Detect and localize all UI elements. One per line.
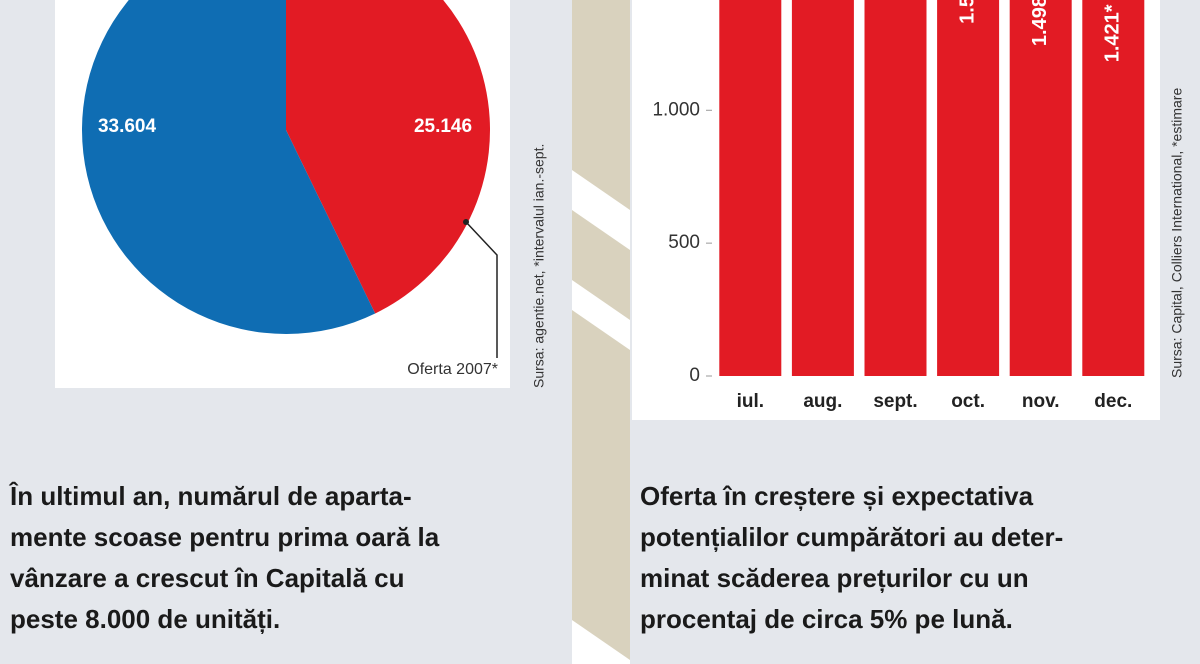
source-note: Sursa: agentie.net, *intervalul ian.-sep… [531, 144, 547, 388]
source-note: Sursa: Capital, Colliers International, … [1169, 88, 1185, 378]
x-tick-label: oct. [951, 391, 985, 412]
slice-label: 33.604 [98, 116, 157, 137]
bar [1082, 0, 1145, 377]
bar [937, 0, 1000, 377]
bar [864, 0, 927, 376]
slice-label: 25.146 [414, 116, 472, 137]
bar [1009, 0, 1072, 376]
annotation-dot [463, 219, 469, 225]
bar-value-label: 1.498 [1029, 0, 1051, 46]
caption-line: vânzare a crescut în Capitală cu [10, 563, 405, 593]
x-tick-label: iul. [737, 391, 764, 412]
divider-stripe [572, 170, 630, 250]
annotation-leader [465, 221, 498, 358]
charts: 25.146 33.604 Oferta 2007* Sursa: agentie.n… [8, 0, 1185, 634]
bar [719, 0, 782, 377]
caption-line: mente scoase pentru prima oară la [10, 522, 440, 552]
caption-line: minat scăderea prețurilor cu un [640, 563, 1029, 593]
annotation: Oferta 2007* [407, 361, 498, 378]
pie-slice [82, 0, 376, 334]
caption-line: potențialilor cumpărători au deter- [640, 522, 1063, 552]
x-tick-label: sept. [873, 391, 917, 412]
pie-slice [286, 0, 490, 314]
bar-value-label: 1.5 [956, 0, 978, 24]
divider-stripe [572, 620, 630, 664]
caption-line: peste 8.000 de unități. [10, 604, 280, 634]
x-tick-label: nov. [1022, 391, 1060, 412]
y-tick-label: 1.000 [652, 99, 700, 120]
caption-line: procentaj de circa 5% pe lună. [640, 604, 1013, 634]
y-tick-label: 0 [689, 365, 700, 386]
bar [791, 0, 854, 376]
y-tick-label: 500 [668, 232, 700, 253]
caption-line: Oferta în creștere și expectativa [640, 481, 1034, 511]
bar-value-label: 1.421* [1102, 4, 1124, 62]
plot-area: 1.5 1.498 1.421* [719, 0, 1145, 377]
x-tick-label: dec. [1094, 391, 1132, 412]
x-tick-label: aug. [803, 391, 842, 412]
caption-line: În ultimul an, numărul de aparta- [8, 481, 412, 511]
divider-stripe [572, 280, 630, 350]
